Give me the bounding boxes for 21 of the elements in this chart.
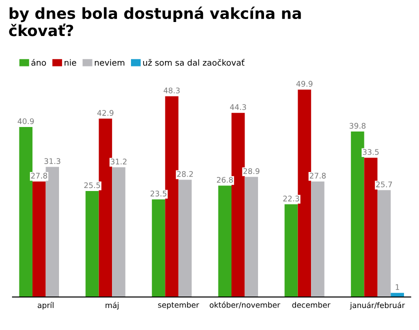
bar xyxy=(350,132,364,297)
bar xyxy=(98,118,112,297)
bar xyxy=(364,158,378,297)
bar xyxy=(311,181,324,297)
bar xyxy=(377,190,391,297)
bar xyxy=(112,167,126,297)
bar xyxy=(152,199,166,297)
bar xyxy=(86,191,99,297)
bar xyxy=(19,126,32,297)
legend-label: nie xyxy=(64,59,76,66)
bar xyxy=(46,166,60,297)
bar xyxy=(244,176,258,297)
legend-label: už som sa dal zaočkovať xyxy=(143,58,244,66)
legend-label: neviem xyxy=(94,59,124,66)
bar xyxy=(178,180,192,297)
chart-title: by dnes bola dostupná vakcína na čkovať? xyxy=(9,6,301,36)
bar xyxy=(218,186,232,297)
bar xyxy=(32,181,46,297)
bar xyxy=(298,90,312,297)
legend-label: áno xyxy=(31,58,46,66)
bar xyxy=(284,204,298,297)
